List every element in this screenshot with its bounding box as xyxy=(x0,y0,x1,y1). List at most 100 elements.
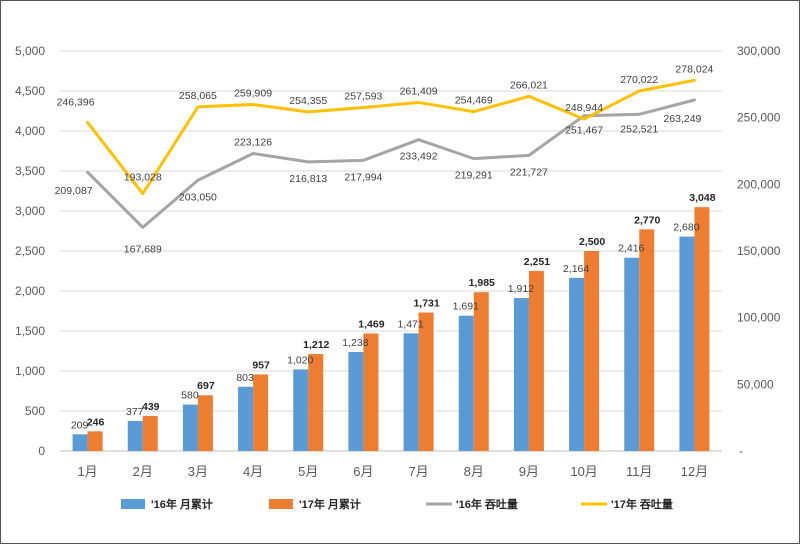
bar-16 xyxy=(348,351,364,451)
bar-16-label: 2,164 xyxy=(563,263,589,275)
bar-17 xyxy=(694,207,710,451)
bar-17 xyxy=(142,415,158,451)
line-series xyxy=(86,78,696,229)
bar-17-label: 2,770 xyxy=(634,214,660,226)
line-17 xyxy=(86,78,696,196)
bar-17-label: 2,500 xyxy=(579,236,605,248)
bar-17-label: 439 xyxy=(142,401,160,413)
x-tick-label: 6月 xyxy=(353,464,373,479)
legend-label: '16年 吞吐量 xyxy=(456,497,518,511)
left-tick-label: 500 xyxy=(25,404,45,418)
bar-16 xyxy=(624,257,640,451)
line-17-label: 261,409 xyxy=(400,85,438,97)
line-17-label: 258,065 xyxy=(179,90,217,102)
left-tick-label: 4,500 xyxy=(15,84,45,98)
right-tick-label: 250,000 xyxy=(737,111,781,125)
bar-17-label: 3,048 xyxy=(689,192,715,204)
bar-17 xyxy=(473,292,489,451)
x-tick-label: 12月 xyxy=(681,464,708,479)
bar-17 xyxy=(639,229,655,451)
right-tick-label: 200,000 xyxy=(737,177,781,191)
bar-16 xyxy=(458,315,474,451)
bar-17 xyxy=(528,270,544,451)
left-tick-label: 4,000 xyxy=(15,124,45,138)
line-16-label: 263,249 xyxy=(663,113,701,125)
bar-17 xyxy=(87,431,103,451)
line-16-label: 252,521 xyxy=(620,123,658,135)
gridlines xyxy=(60,50,722,452)
legend-label: '16年 月累计 xyxy=(151,497,213,511)
legend: '16年 月累计 '17年 月累计 '16年 吞吐量 '17年 吞吐量 xyxy=(121,497,673,511)
bar-16 xyxy=(238,386,254,451)
bar-16-label: 580 xyxy=(181,390,199,402)
bar-16-label: 1,912 xyxy=(508,283,534,295)
left-tick-label: 3,000 xyxy=(15,204,45,218)
x-tick-label: 1月 xyxy=(77,464,97,479)
bar-16-label: 377 xyxy=(126,406,144,418)
bar-16 xyxy=(513,298,529,451)
line-16-label: 251,467 xyxy=(565,125,603,137)
left-tick-label: 3,500 xyxy=(15,164,45,178)
bar-16-label: 1,020 xyxy=(287,354,313,366)
x-axis: 1月 2月 3月 4月 5月 6月 7月 8月 9月 10月 11月 12月 xyxy=(77,464,708,479)
left-tick-label: 1,500 xyxy=(15,324,45,338)
bar-16-label: 2,680 xyxy=(673,222,699,234)
line-16 xyxy=(86,98,696,229)
left-tick-label: 1,000 xyxy=(15,364,45,378)
bar-16 xyxy=(569,277,585,451)
legend-label: '17年 月累计 xyxy=(299,497,361,511)
left-tick-label: 2,000 xyxy=(15,284,45,298)
bar-17 xyxy=(363,333,379,451)
line-16-label: 223,126 xyxy=(234,136,272,148)
line-17-label: 278,024 xyxy=(675,63,713,75)
bar-16 xyxy=(72,434,88,451)
legend-label: '17年 吞吐量 xyxy=(611,497,673,511)
x-tick-label: 9月 xyxy=(519,464,539,479)
bar-17 xyxy=(197,395,213,451)
bar-16-label: 209 xyxy=(71,419,89,431)
x-tick-label: 8月 xyxy=(464,464,484,479)
bar-16 xyxy=(403,333,419,451)
line-17-label: 254,355 xyxy=(289,95,327,107)
bar-17-label: 1,469 xyxy=(358,318,384,330)
line-16-label: 233,492 xyxy=(400,151,438,163)
x-tick-label: 3月 xyxy=(188,464,208,479)
bar-16 xyxy=(182,404,198,451)
bar-17 xyxy=(584,251,600,451)
line-16-label: 216,813 xyxy=(289,173,327,185)
right-axis: - 50,000 100,000 150,000 200,000 250,000 300,0… xyxy=(737,44,781,458)
data-labels: 209 377 580 803 1,020 1,238 1,471 1,691 1,912 2,1… xyxy=(55,63,716,431)
x-tick-label: 7月 xyxy=(408,464,428,479)
bar-16 xyxy=(679,236,695,451)
bar-17 xyxy=(418,312,434,451)
line-16-label: 217,994 xyxy=(344,171,382,183)
left-tick-label: 2,500 xyxy=(15,244,45,258)
right-tick-label: 50,000 xyxy=(737,377,774,391)
bar-16-label: 2,416 xyxy=(618,243,644,255)
bar-16-label: 1,471 xyxy=(397,318,423,330)
bar-17-label: 2,251 xyxy=(524,256,550,268)
line-16-label: 167,689 xyxy=(124,243,162,255)
left-tick-label: 0 xyxy=(38,444,45,458)
right-tick-label: 100,000 xyxy=(737,311,781,325)
bar-17-label: 1,731 xyxy=(413,298,439,310)
bar-series xyxy=(72,207,710,451)
line-16-label: 203,050 xyxy=(179,191,217,203)
bar-17 xyxy=(308,354,324,451)
line-17-label: 254,469 xyxy=(455,95,493,107)
line-17-label: 193,028 xyxy=(124,172,162,184)
bar-16-label: 803 xyxy=(236,372,254,384)
line-17-label: 259,909 xyxy=(234,87,272,99)
x-tick-label: 2月 xyxy=(133,464,153,479)
line-17-label: 257,593 xyxy=(344,91,382,103)
bar-17-label: 697 xyxy=(197,380,215,392)
line-17-label: 248,944 xyxy=(565,102,603,114)
bar-16-label: 1,238 xyxy=(342,337,368,349)
right-tick-label: 300,000 xyxy=(737,44,781,58)
x-tick-label: 10月 xyxy=(570,464,597,479)
line-16-label: 221,727 xyxy=(510,166,548,178)
bar-17-label: 957 xyxy=(252,359,270,371)
right-tick-label: - xyxy=(739,444,743,458)
bar-17 xyxy=(253,374,269,451)
